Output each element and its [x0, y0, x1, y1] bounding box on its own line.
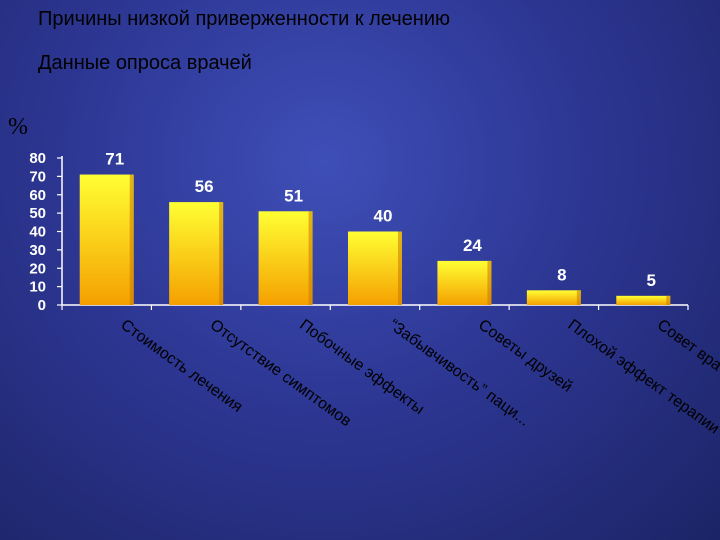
- bar-edge: [219, 202, 224, 305]
- bar-value-label: 71: [105, 150, 124, 169]
- bar-value-label: 51: [284, 186, 303, 205]
- bar: [79, 174, 134, 305]
- y-tick-label: 40: [29, 224, 46, 241]
- bar-value-label: 5: [647, 271, 656, 290]
- y-tick: 60: [29, 187, 62, 204]
- y-tick: 50: [29, 205, 62, 222]
- category-label: Совет врачей: [654, 316, 720, 389]
- bar: [348, 231, 402, 305]
- bar-edge: [308, 211, 313, 305]
- bar: [258, 211, 313, 305]
- bar: [169, 202, 224, 305]
- y-tick: 20: [29, 260, 62, 277]
- y-tick-label: 20: [29, 260, 46, 277]
- bar: [616, 295, 671, 305]
- y-tick-label: 10: [29, 279, 46, 296]
- bar-value-label: 24: [463, 236, 482, 255]
- bar-value-label: 40: [374, 207, 393, 226]
- y-tick: 30: [29, 242, 62, 259]
- bar: [526, 290, 581, 305]
- y-tick: 70: [29, 168, 62, 185]
- category-label: Плохой эффект терапии: [565, 316, 720, 437]
- chart-value-labels: 71 56 51 40 24 8 5: [105, 150, 656, 290]
- category-label: Отсутствие симптомов: [207, 316, 354, 430]
- bar-edge: [666, 295, 671, 305]
- bar-edge: [129, 174, 134, 305]
- y-tick: 80: [29, 150, 62, 167]
- bar-edge: [398, 231, 402, 305]
- y-tick-label: 0: [38, 297, 46, 314]
- y-tick-label: 60: [29, 187, 46, 204]
- bar-value-label: 56: [195, 177, 214, 196]
- y-tick: 10: [29, 279, 62, 296]
- chart-bars: [79, 174, 671, 305]
- y-tick: 0: [38, 297, 62, 314]
- y-axis-unit-label: %: [8, 114, 28, 140]
- y-tick-label: 50: [29, 205, 46, 222]
- category-label: Советы друзей: [475, 316, 575, 395]
- y-tick-label: 80: [29, 150, 46, 167]
- bar-edge: [576, 290, 581, 305]
- y-tick-label: 70: [29, 168, 46, 185]
- category-label: “Забывчивость” паци...: [386, 316, 533, 429]
- chart-title: Причины низкой приверженности к лечению: [38, 8, 451, 30]
- chart-subtitle: Данные опроса врачей: [38, 52, 252, 74]
- bar: [437, 260, 492, 305]
- bar-edge: [487, 260, 492, 305]
- y-tick: 40: [29, 224, 62, 241]
- y-tick-label: 30: [29, 242, 46, 259]
- bar-value-label: 8: [557, 265, 566, 284]
